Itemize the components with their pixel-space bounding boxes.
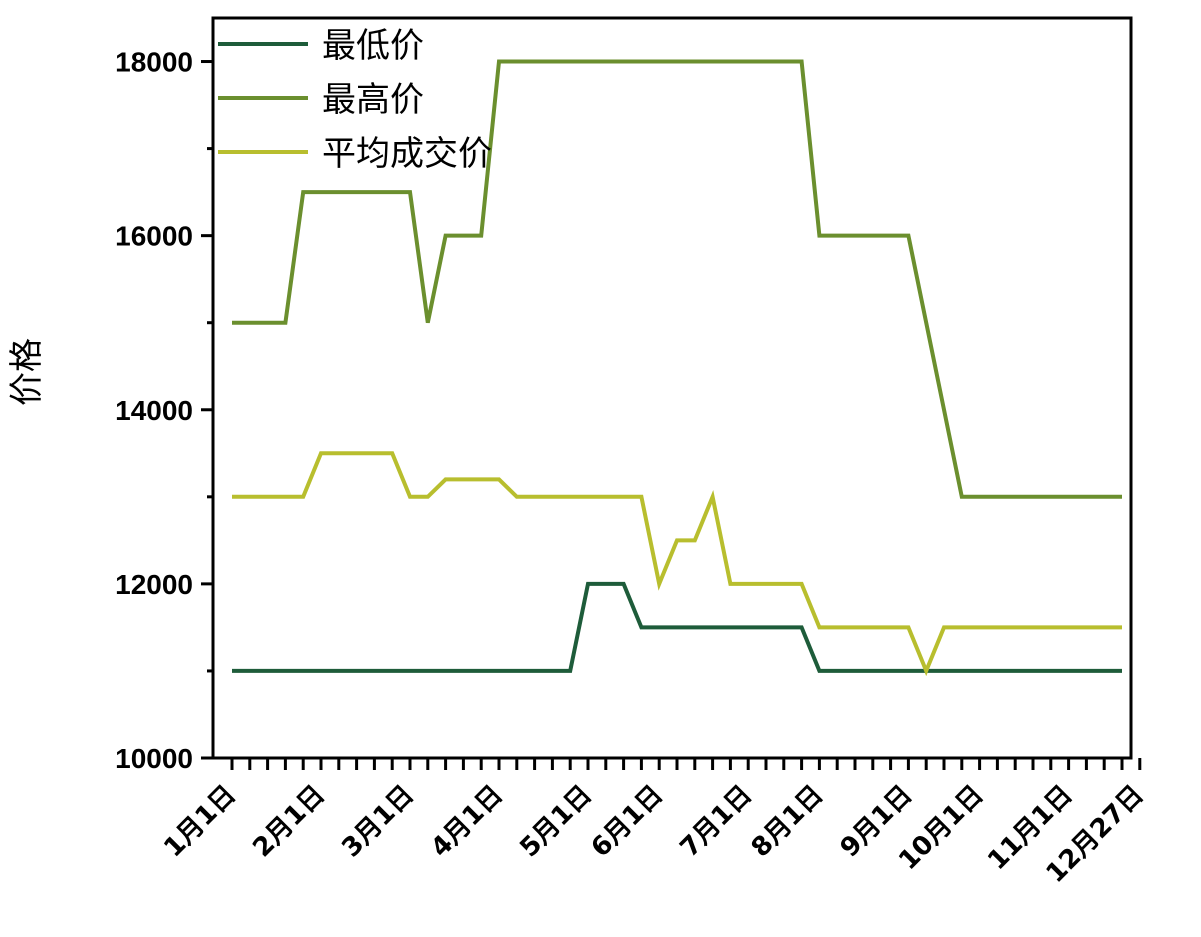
series-line-2 — [232, 451, 1122, 677]
y-tick-label: 16000 — [115, 221, 193, 252]
x-tick-label: 7月1日 — [675, 780, 759, 864]
x-tick-label: 6月1日 — [586, 780, 670, 864]
series-line-0 — [232, 581, 1122, 673]
legend-label-1: 最高价 — [322, 80, 424, 120]
legend-label-0: 最低价 — [322, 26, 424, 66]
y-tick-label: 14000 — [115, 395, 193, 426]
series-layer — [232, 59, 1122, 677]
series-line-1 — [232, 59, 1122, 499]
x-tick-label: 4月1日 — [425, 780, 509, 864]
y-axis: 10000 12000 14000 16000 18000 — [115, 47, 213, 774]
x-tick-label: 8月1日 — [746, 780, 830, 864]
legend-label-2: 平均成交价 — [322, 134, 492, 174]
plot-frame — [211, 16, 1133, 760]
y-axis-title: 价格 — [7, 338, 47, 406]
y-tick-label: 12000 — [115, 569, 193, 600]
x-tick-label: 2月1日 — [247, 780, 331, 864]
y-tick-label: 18000 — [115, 47, 193, 78]
x-tick-label: 1月1日 — [158, 780, 242, 864]
y-tick-label: 10000 — [115, 743, 193, 774]
x-tick-label: 3月1日 — [336, 780, 420, 864]
x-tick-label: 5月1日 — [514, 780, 598, 864]
